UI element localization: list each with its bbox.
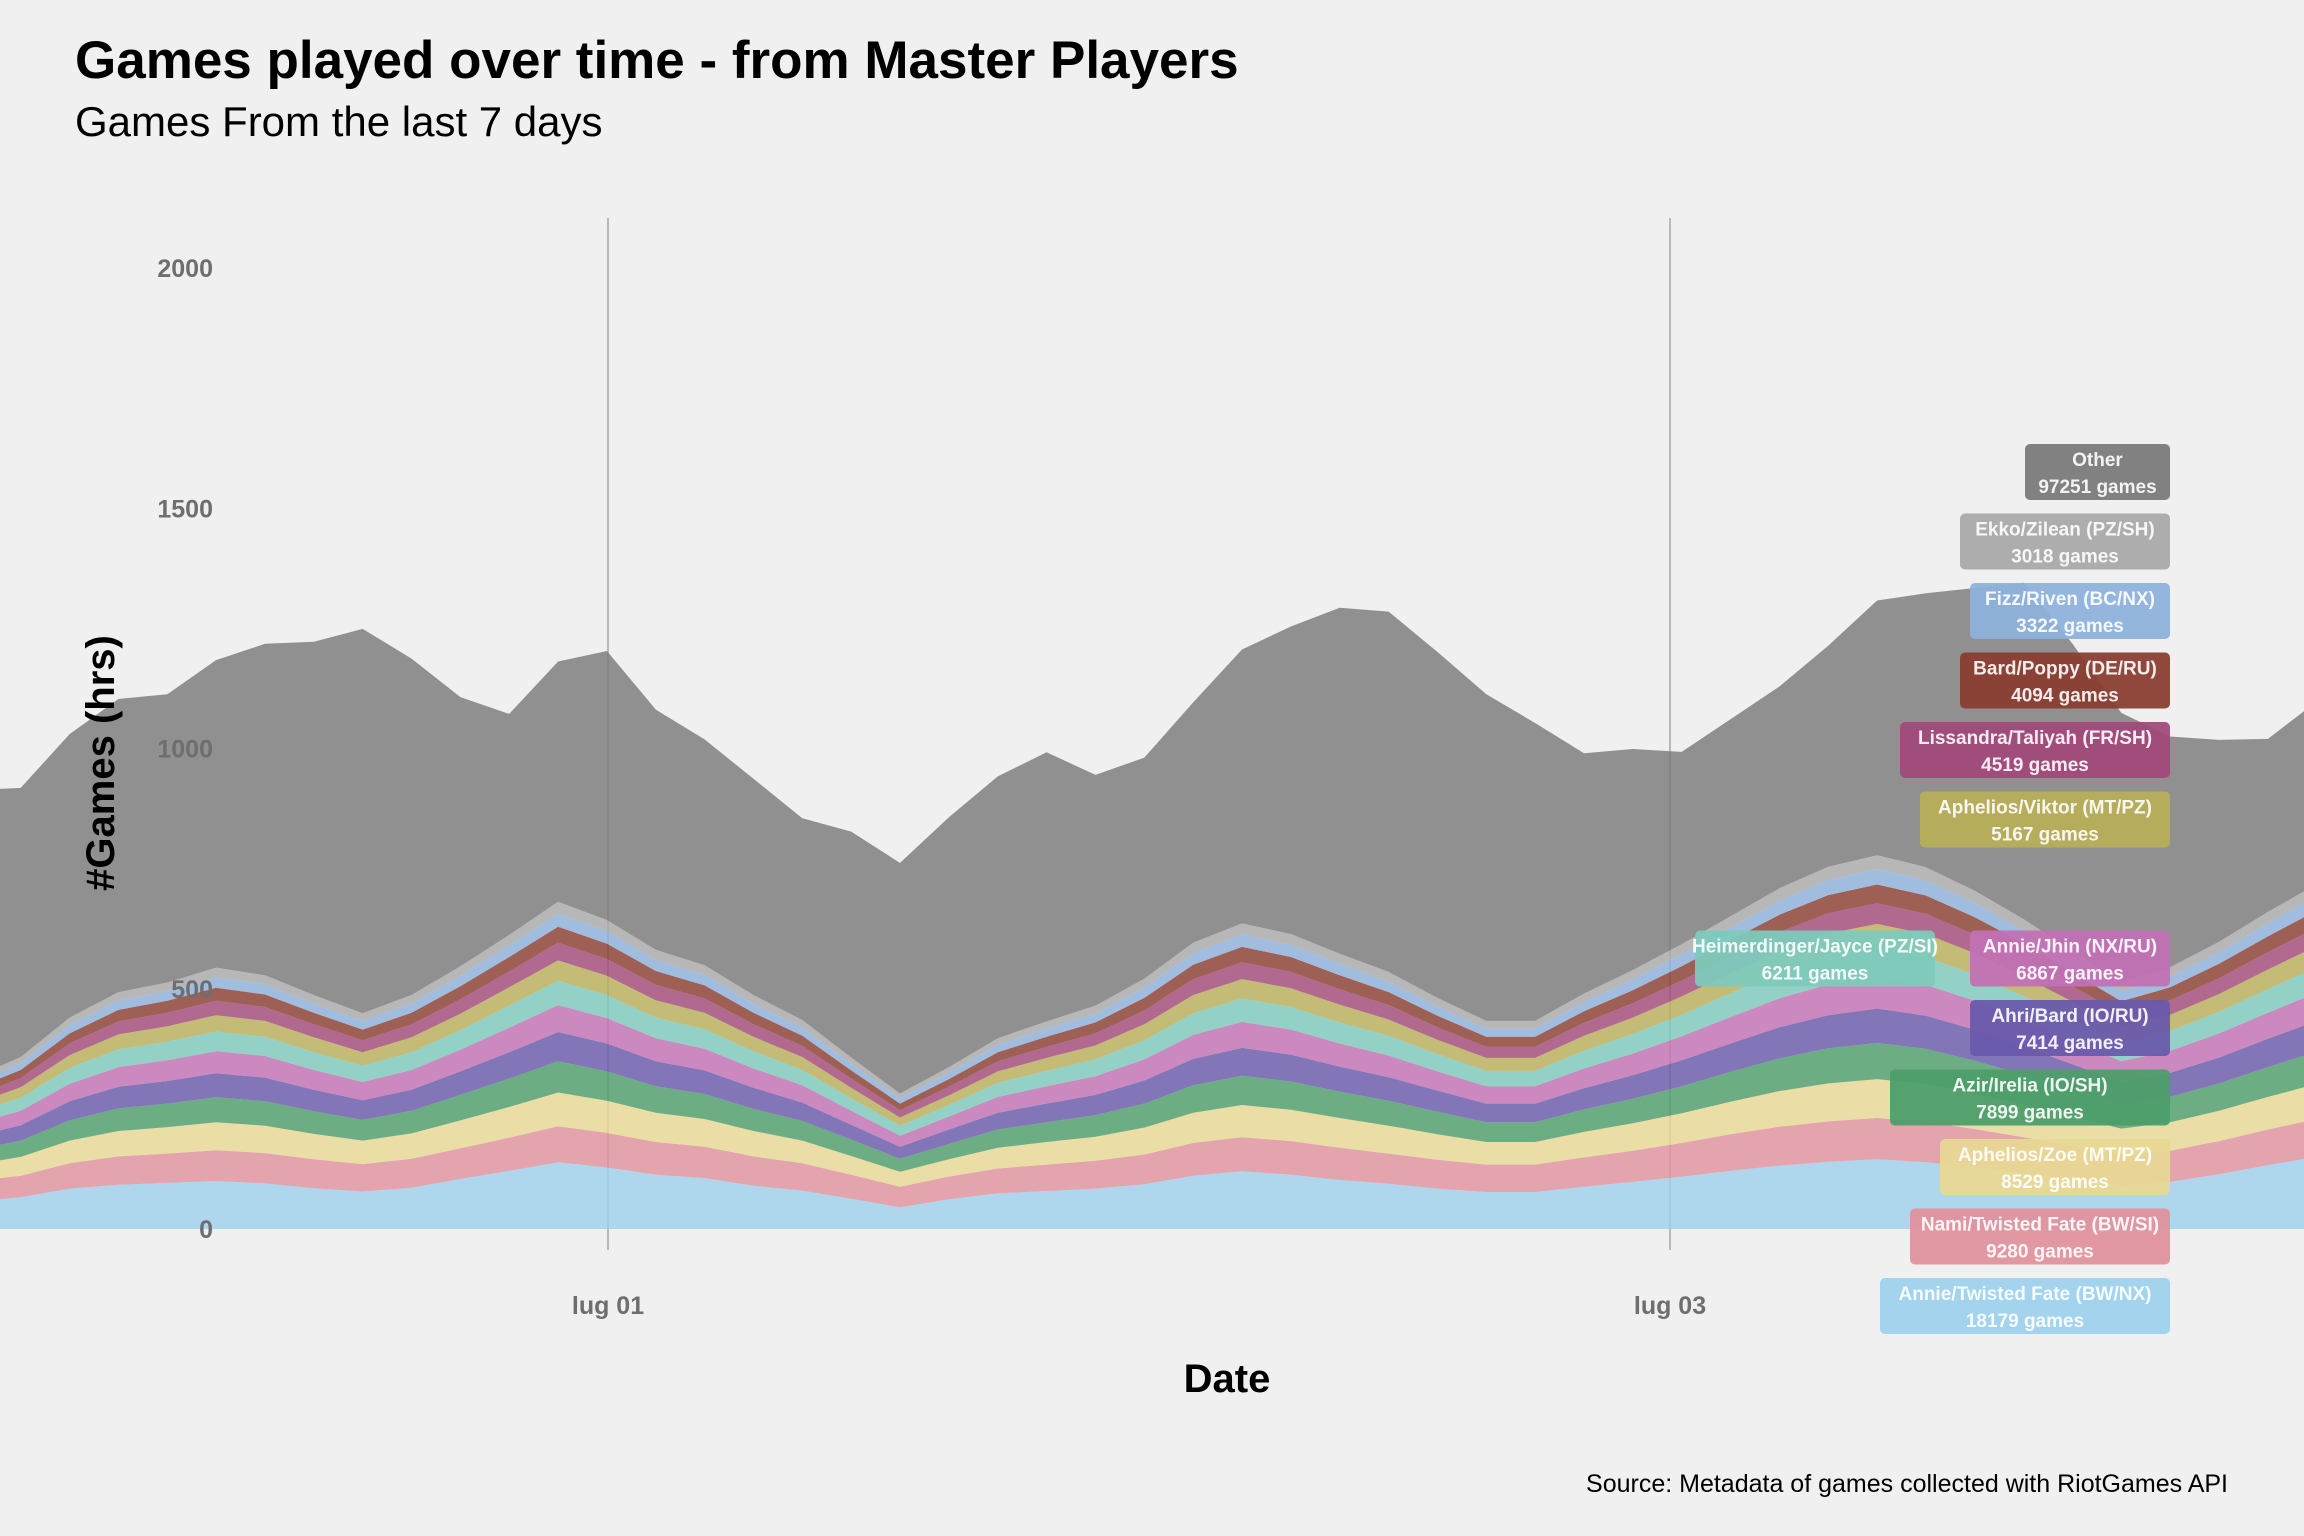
label-heimerdinger-jayce-pz-si: Heimerdinger/Jayce (PZ/SI) 6211 games xyxy=(1692,930,1938,987)
y-tick-label: 0 xyxy=(199,1216,213,1244)
series-name-label: Annie/Twisted Fate (BW/NX) xyxy=(1899,1284,2152,1305)
series-count-label: 6211 games xyxy=(1762,964,1869,985)
label-box xyxy=(1900,722,2170,778)
label-box xyxy=(1940,1139,2170,1195)
label-box xyxy=(1880,1278,2170,1334)
label-box xyxy=(1970,583,2170,639)
area-ekko-zilean-pz-sh xyxy=(0,855,2304,1099)
series-count-label: 8529 games xyxy=(2001,1172,2109,1193)
area-other xyxy=(0,582,2304,1094)
area-ahri-bard-io-ru xyxy=(0,1008,2304,1159)
y-tick-label: 1000 xyxy=(157,736,213,764)
y-tick-label: 2000 xyxy=(157,255,213,283)
label-annie-jhin-nx-ru: Annie/Jhin (NX/RU) 6867 games xyxy=(1970,930,2170,987)
label-fizz-riven-bc-nx: Fizz/Riven (BC/NX) 3322 games xyxy=(1970,583,2170,639)
series-name-label: Bard/Poppy (DE/RU) xyxy=(1973,659,2157,680)
label-azir-irelia-io-sh: Azir/Irelia (IO/SH) 7899 games xyxy=(1890,1069,2170,1126)
series-name-label: Nami/Twisted Fate (BW/SI) xyxy=(1921,1215,2159,1236)
chart-subtitle: Games From the last 7 days xyxy=(75,98,603,145)
label-box xyxy=(1910,1208,2170,1265)
label-aphelios-viktor-mt-pz: Aphelios/Viktor (MT/PZ) 5167 games xyxy=(1920,791,2170,848)
area-aphelios-viktor-mt-pz xyxy=(0,923,2304,1126)
label-lissandra-taliyah-fr-sh: Lissandra/Taliyah (FR/SH) 4519 games xyxy=(1900,722,2170,778)
x-axis-title: Date xyxy=(1184,1357,1271,1401)
label-box xyxy=(1970,1000,2170,1056)
label-bard-poppy-de-ru: Bard/Poppy (DE/RU) 4094 games xyxy=(1960,652,2170,709)
area-aphelios-zoe-mt-pz xyxy=(0,1079,2304,1187)
chart-title: Games played over time - from Master Pla… xyxy=(75,31,1239,90)
series-name-label: Annie/Jhin (NX/RU) xyxy=(1983,937,2157,958)
series-count-label: 9280 games xyxy=(1986,1242,2094,1263)
series-count-label: 4519 games xyxy=(1981,755,2089,776)
y-tick-label: 500 xyxy=(171,976,213,1004)
chart-caption: Source: Metadata of games collected with… xyxy=(1586,1470,2228,1498)
series-end-labels: Other 97251 games Ekko/Zilean (PZ/SH) 3018 … xyxy=(1692,444,2170,1334)
label-nami-twisted-fate-bw-si: Nami/Twisted Fate (BW/SI) 9280 games xyxy=(1910,1208,2170,1265)
series-count-label: 4094 games xyxy=(2011,686,2119,707)
series-name-label: Azir/Irelia (IO/SH) xyxy=(1952,1076,2107,1097)
series-count-label: 18179 games xyxy=(1966,1311,2084,1332)
area-annie-jhin-nx-ru xyxy=(0,976,2304,1147)
label-box xyxy=(1920,791,2170,848)
label-other: Other 97251 games xyxy=(2025,444,2170,500)
x-tick-label: lug 03 xyxy=(1634,1292,1706,1320)
series-count-label: 3322 games xyxy=(2016,616,2124,637)
series-count-label: 7899 games xyxy=(1976,1103,2084,1124)
series-name-label: Aphelios/Viktor (MT/PZ) xyxy=(1938,798,2152,819)
series-name-label: Other xyxy=(2072,450,2123,471)
area-bard-poppy-de-ru xyxy=(0,884,2304,1111)
label-aphelios-zoe-mt-pz: Aphelios/Zoe (MT/PZ) 8529 games xyxy=(1940,1139,2170,1195)
area-heimerdinger-jayce-pz-si xyxy=(0,947,2304,1136)
series-count-label: 97251 games xyxy=(2038,477,2156,498)
series-areas xyxy=(0,582,2304,1229)
label-box xyxy=(1695,930,1935,987)
area-lissandra-taliyah-fr-sh xyxy=(0,903,2304,1118)
series-count-label: 3018 games xyxy=(2011,547,2119,568)
series-name-label: Aphelios/Zoe (MT/PZ) xyxy=(1958,1145,2152,1166)
label-ekko-zilean-pz-sh: Ekko/Zilean (PZ/SH) 3018 games xyxy=(1960,513,2170,570)
label-box xyxy=(1970,930,2170,987)
series-name-label: Ahri/Bard (IO/RU) xyxy=(1991,1006,2148,1027)
area-nami-twisted-fate-bw-si xyxy=(0,1118,2304,1208)
label-annie-twisted-fate-bw-nx: Annie/Twisted Fate (BW/NX) 18179 games xyxy=(1880,1278,2170,1334)
series-count-label: 7414 games xyxy=(2016,1033,2124,1054)
label-box xyxy=(1960,513,2170,570)
x-tick-label: lug 01 xyxy=(572,1292,644,1320)
label-box xyxy=(2025,444,2170,500)
y-tick-label: 1500 xyxy=(157,495,213,523)
area-annie-twisted-fate-bw-nx xyxy=(0,1159,2304,1229)
series-count-label: 6867 games xyxy=(2016,964,2124,985)
area-fizz-riven-bc-nx xyxy=(0,869,2304,1104)
label-ahri-bard-io-ru: Ahri/Bard (IO/RU) 7414 games xyxy=(1970,1000,2170,1056)
series-name-label: Ekko/Zilean (PZ/SH) xyxy=(1975,520,2154,541)
label-box xyxy=(1960,652,2170,709)
series-name-label: Heimerdinger/Jayce (PZ/SI) xyxy=(1692,937,1938,958)
area-azir-irelia-io-sh xyxy=(0,1043,2304,1172)
series-name-label: Lissandra/Taliyah (FR/SH) xyxy=(1918,728,2152,749)
series-count-label: 5167 games xyxy=(1991,825,2099,846)
series-name-label: Fizz/Riven (BC/NX) xyxy=(1985,589,2155,610)
label-box xyxy=(1890,1069,2170,1126)
y-axis-title: #Games (hrs) xyxy=(79,635,123,891)
